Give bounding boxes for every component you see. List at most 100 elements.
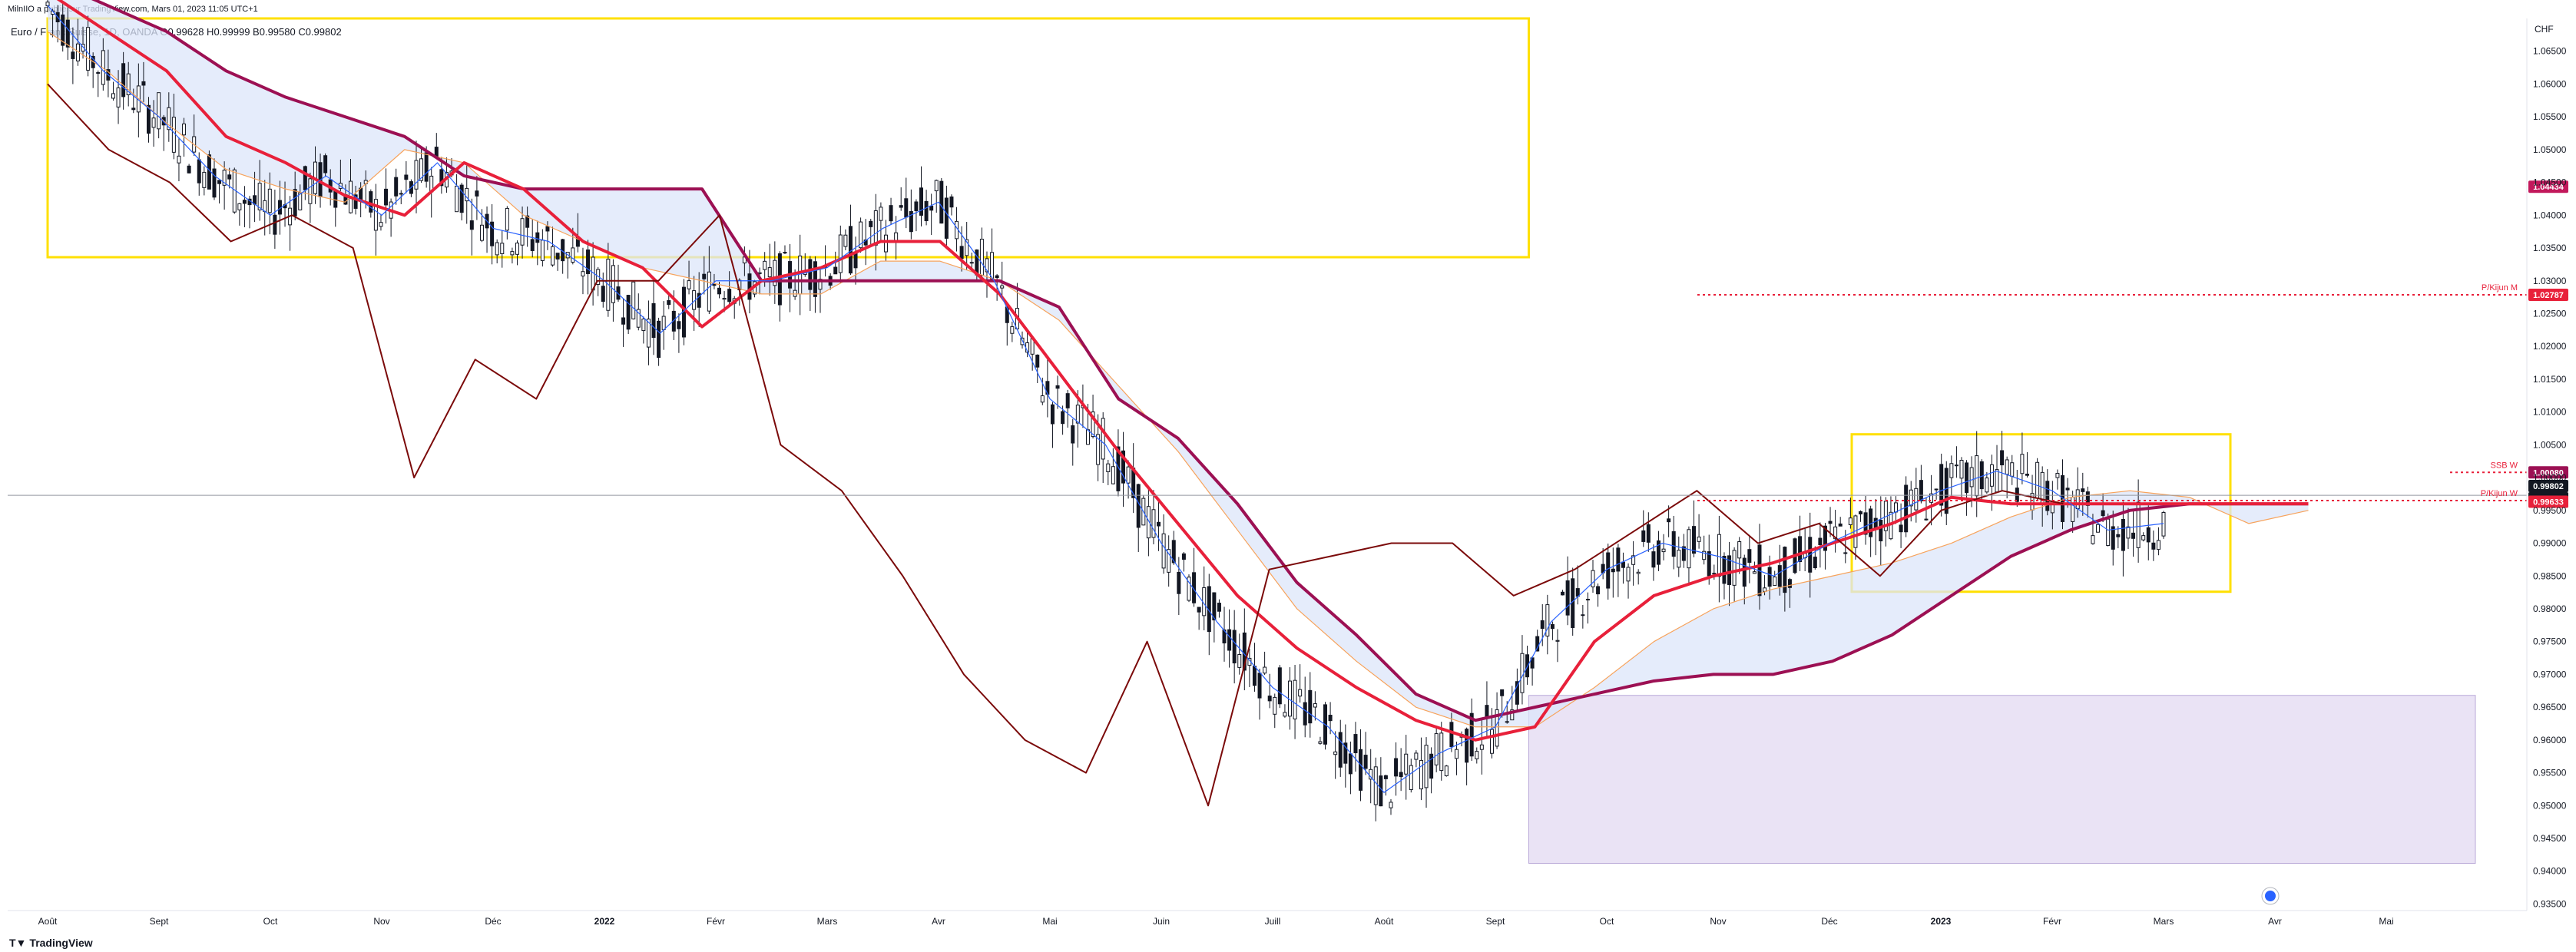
candle-body (242, 200, 247, 204)
candle-body (1010, 326, 1015, 334)
candle-body (1495, 709, 1499, 747)
candle-body (1596, 586, 1601, 595)
candle-body (2156, 540, 2160, 550)
candle-body (303, 166, 307, 190)
candle-body (1167, 549, 1171, 573)
candle-body (2030, 493, 2035, 511)
candle-body (717, 287, 721, 295)
candle-body (1404, 753, 1409, 775)
candle-body (510, 251, 515, 256)
time-tick-label: Mai (1042, 916, 1057, 927)
candle-body (1409, 765, 1413, 790)
candle-body (1232, 630, 1237, 664)
candle-body (1520, 653, 1525, 693)
replay-button[interactable] (2261, 887, 2280, 905)
candle-body (1565, 580, 1570, 616)
candle-body (1838, 523, 1843, 527)
candle-body (1707, 551, 1711, 577)
tradingview-logo[interactable]: T▼ TradingView (9, 937, 93, 949)
price-tick-label: 1.06500 (2533, 46, 2567, 57)
time-tick-label: Sept (1486, 916, 1505, 927)
candle-body (883, 234, 888, 253)
candle-body (1197, 607, 1201, 613)
candle-body (459, 184, 464, 213)
time-tick-label: 2022 (594, 916, 615, 927)
price-tick-label: 0.98500 (2533, 570, 2567, 581)
candle-body (1581, 614, 1585, 616)
candle-body (1823, 525, 1827, 551)
candle-body (1085, 429, 1090, 445)
candle-body (227, 174, 232, 180)
candle-body (121, 63, 126, 98)
candle-body (1858, 511, 1862, 514)
candle-body (909, 210, 913, 233)
candle-body (197, 159, 201, 183)
time-tick-label: Oct (263, 916, 278, 927)
candle-body (1752, 571, 1757, 574)
candle-body (1005, 306, 1009, 323)
candle-body (1020, 337, 1025, 345)
candle-body (1818, 537, 1823, 546)
candle-body (212, 168, 217, 198)
candle-body (949, 196, 954, 208)
candle-body (965, 239, 969, 256)
candle-body (651, 302, 656, 339)
candle-body (2035, 461, 2040, 499)
candle-body (2085, 491, 2090, 506)
senkou-span-a-line (47, 31, 2309, 728)
candle-body (2065, 488, 2070, 491)
candle-body (879, 207, 883, 221)
candle-body (273, 214, 277, 235)
candle-body (601, 286, 605, 302)
candle-body (267, 188, 272, 213)
level-label: P/Kijun M (2482, 283, 2518, 293)
candle-body (1101, 418, 1105, 460)
candle-body (1985, 478, 1989, 493)
price-tick-label: 1.00000 (2533, 472, 2567, 483)
time-tick-label: Nov (1710, 916, 1726, 927)
candle-body (1732, 550, 1737, 586)
candle-body (1702, 550, 1707, 560)
candle-body (1171, 540, 1176, 564)
candle-body (959, 246, 964, 259)
time-tick-label: Mars (817, 916, 838, 927)
price-axis: 1.06500 1.06000 1.05500 1.05000 1.04500 1.040… (8, 18, 2567, 911)
price-badge (2528, 480, 2568, 493)
candle-body (1308, 689, 1313, 724)
candle-body (469, 220, 474, 230)
candle-body (1773, 576, 1777, 587)
price-badge-label: 1.00080 (2533, 468, 2564, 478)
candle-body (2045, 481, 2050, 511)
candle-body (1767, 567, 1772, 587)
candle-body (889, 205, 893, 222)
candle-body (1535, 636, 1540, 652)
candle-body (141, 81, 146, 86)
time-tick-label: Août (1375, 916, 1394, 927)
candle-body (2101, 510, 2105, 517)
price-tick-label: 1.04500 (2533, 177, 2567, 188)
candle-body (616, 286, 621, 300)
candle-body (1318, 741, 1323, 744)
candle-body (1479, 744, 1484, 750)
candle-body (1621, 561, 1625, 568)
price-tick-label: 0.98000 (2533, 603, 2567, 614)
price-tick-label: 0.95000 (2533, 800, 2567, 811)
candle-body (1071, 425, 1075, 444)
candle-body (677, 321, 681, 329)
candle-body (1434, 733, 1439, 765)
candle-body (1651, 551, 1656, 568)
candle-body (308, 178, 313, 204)
level-label: SSB W (2491, 461, 2518, 470)
candle-body (904, 198, 909, 218)
candle-body (1116, 446, 1121, 491)
price-tick-label: 1.05000 (2533, 144, 2567, 155)
candle-body (1989, 464, 1994, 487)
candle-body (2141, 535, 2146, 540)
candle-body (919, 187, 924, 216)
candle-body (1611, 568, 1615, 573)
time-tick-label: Juill (1265, 916, 1281, 927)
price-tick-label: 1.05500 (2533, 111, 2567, 122)
candle-body (586, 249, 591, 274)
candle-body (1500, 689, 1505, 696)
